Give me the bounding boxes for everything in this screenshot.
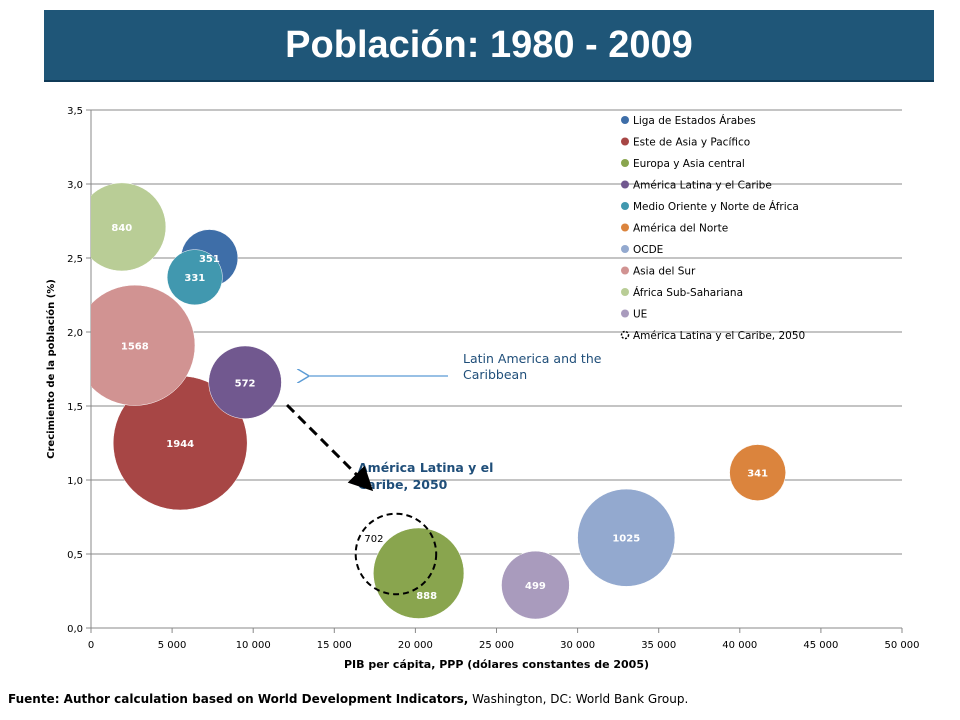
legend-label: Europa y Asia central (633, 158, 745, 170)
legend-marker (621, 309, 629, 318)
data-label: 341 (747, 469, 768, 480)
x-tick-label: 10 000 (236, 640, 271, 651)
legend-label: América Latina y el Caribe (633, 180, 772, 192)
legend-label: UE (633, 309, 647, 321)
legend-marker (621, 116, 629, 124)
legend-marker (621, 266, 629, 275)
x-tick-label: 25 000 (479, 640, 514, 651)
y-tick-label: 1,5 (67, 402, 83, 413)
data-label: 888 (416, 591, 437, 602)
x-axis-title: PIB per cápita, PPP (dólares constantes … (344, 658, 649, 671)
legend-label: América del Norte (633, 223, 728, 235)
y-tick-label: 3,5 (67, 106, 83, 117)
data-label: 840 (111, 223, 132, 234)
title-banner: Población: 1980 - 2009 (44, 10, 934, 82)
legend-marker (621, 288, 629, 296)
annotation-latam-text: Latin America and the (463, 351, 602, 366)
bubble-point (373, 527, 465, 619)
y-tick-label: 2,0 (67, 328, 83, 339)
bubble-point (577, 488, 676, 587)
data-label: 351 (199, 254, 220, 265)
bubble-point (208, 345, 282, 419)
bubble-point (501, 550, 570, 620)
data-label: 499 (525, 581, 546, 592)
legend-marker (621, 223, 629, 232)
bubble-point-dashed (354, 512, 438, 596)
legend-label: Liga de Estados Árabes (633, 114, 756, 127)
bubble-layer (91, 182, 786, 620)
x-tick-label: 50 000 (885, 640, 920, 651)
x-tick-label: 5 000 (158, 640, 187, 651)
legend-label: África Sub-Sahariana (633, 286, 743, 299)
page-title: Población: 1980 - 2009 (285, 24, 693, 66)
legend-marker-dashed (620, 330, 630, 340)
y-tick-label: 1,0 (67, 476, 83, 487)
data-label: 1944 (166, 439, 194, 450)
x-tick-label: 45 000 (803, 640, 838, 651)
bubble-point (91, 182, 167, 272)
legend-marker (621, 180, 629, 189)
annotation-2050-text: América Latina y el (358, 460, 493, 475)
annotation-latam-text: Caribbean (463, 367, 527, 382)
legend-label: América Latina y el Caribe, 2050 (633, 330, 805, 342)
data-label: 1025 (612, 534, 640, 545)
y-tick-label: 0,0 (67, 624, 83, 635)
legend-marker (621, 159, 629, 167)
data-label: 331 (184, 273, 205, 284)
legend-marker (621, 245, 629, 253)
y-tick-label: 3,0 (67, 180, 83, 191)
legend-label: Este de Asia y Pacífico (633, 137, 750, 149)
x-tick-label: 0 (88, 640, 94, 651)
bubble-point (166, 249, 223, 306)
legend-marker (621, 137, 629, 146)
annotation-2050-arrow (285, 403, 374, 492)
x-tick-label: 35 000 (641, 640, 676, 651)
source-note: Fuente: Author calculation based on Worl… (8, 692, 688, 706)
legend-marker (621, 202, 629, 210)
legend-label: Medio Oriente y Norte de África (633, 200, 799, 213)
x-tick-label: 40 000 (722, 640, 757, 651)
bubble-point (91, 284, 196, 406)
y-tick-label: 2,5 (67, 254, 83, 265)
legend-label: Asia del Sur (633, 266, 696, 278)
data-label: 1568 (121, 341, 149, 352)
x-tick-label: 15 000 (317, 640, 352, 651)
data-label: 702 (364, 534, 383, 545)
data-label: 572 (235, 378, 256, 389)
y-tick-label: 0,5 (67, 550, 83, 561)
annotation-2050-text: Caribe, 2050 (358, 477, 448, 492)
legend-label: OCDE (633, 244, 663, 256)
y-axis-title: Crecimiento de la población (%) (45, 279, 57, 459)
x-tick-label: 30 000 (560, 640, 595, 651)
bubble-point (729, 444, 786, 501)
x-tick-label: 20 000 (398, 640, 433, 651)
source-note-rest: Washington, DC: World Bank Group. (468, 692, 689, 706)
source-note-bold: Fuente: Author calculation based on Worl… (8, 692, 469, 706)
